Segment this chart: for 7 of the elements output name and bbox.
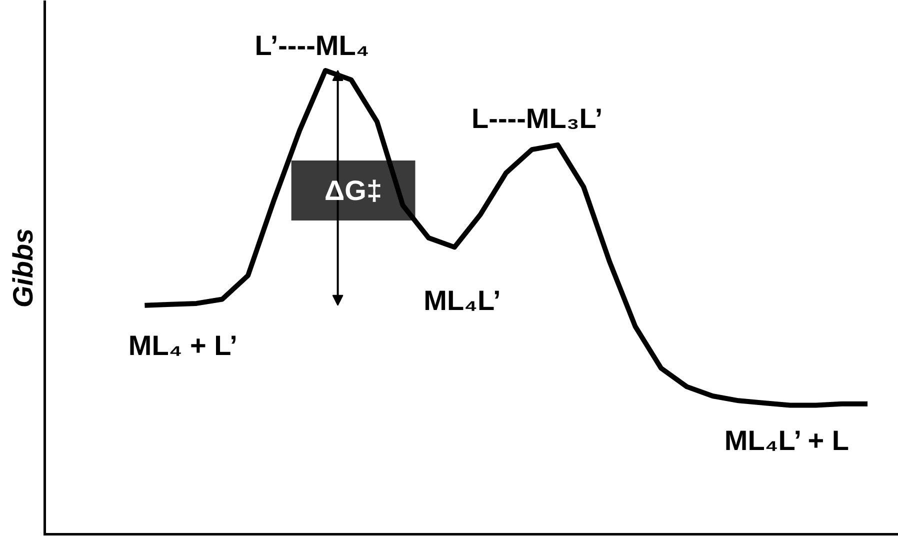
text: L’----ML₄ (254, 30, 370, 61)
y-axis-title: Gibbs (8, 228, 38, 308)
annotation: ML₄L’ (424, 285, 501, 316)
annotation: L----ML₃L’ (472, 102, 603, 134)
annotation: ML₄ + L’ (128, 330, 238, 361)
annotation: ML₄L’ + L (724, 425, 850, 456)
annotation: ΔG‡ (324, 174, 382, 206)
